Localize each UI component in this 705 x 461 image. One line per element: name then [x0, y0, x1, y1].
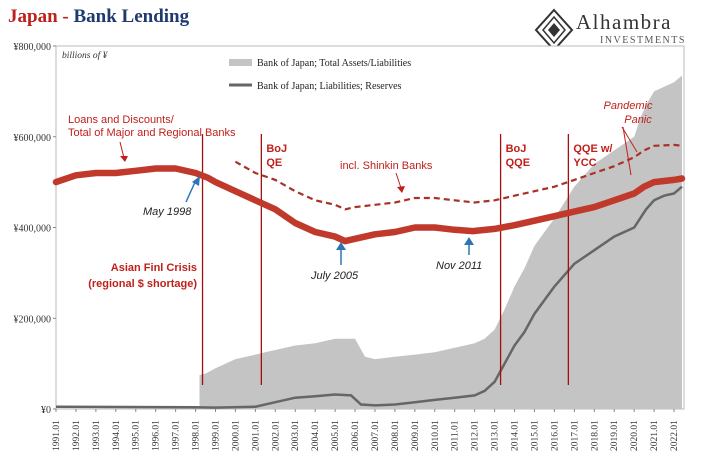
x-tick-label-5: 1996.01	[152, 420, 162, 451]
annotation-crisis-line2: (regional $ shortage)	[88, 278, 197, 290]
x-tick-label-27: 2018.01	[590, 420, 600, 451]
y-tick-label-2: ¥400,000	[14, 224, 52, 235]
annotation-shinkin-arrow	[395, 172, 402, 189]
x-tick-label-1: 1992.01	[72, 420, 82, 451]
title-bank-lending: Bank Lending	[73, 6, 190, 27]
annotation-shinkin-arrowhead	[397, 186, 405, 193]
alhambra-logo: Alhambra INVESTMENTS	[534, 8, 699, 52]
x-tick-label-21: 2012.01	[471, 420, 481, 451]
annotation-shinkin: incl. Shinkin Banks	[340, 160, 433, 172]
annotation-may-1998: May 1998	[143, 206, 192, 218]
y-tick-label-4: ¥800,000	[14, 42, 52, 53]
x-tick-label-16: 2007.01	[371, 420, 381, 451]
title-japan: Japan	[8, 6, 58, 27]
x-tick-label-17: 2008.01	[391, 420, 401, 451]
event-label-3-line1: QQE w/	[573, 143, 612, 155]
x-tick-label-2: 1993.01	[92, 420, 102, 451]
x-tick-label-6: 1997.01	[172, 420, 182, 451]
annotation-crisis-line1: Asian Finl Crisis	[111, 262, 197, 274]
legend-label-reserves: Bank of Japan; Liabilities; Reserves	[257, 81, 402, 92]
unit-label: billions of ¥	[62, 50, 109, 61]
event-label-1-line2: QE	[266, 157, 282, 169]
x-tick-label-19: 2010.01	[431, 420, 441, 451]
chart-title: Japan - Bank Lending	[8, 6, 189, 28]
annotation-july-2005-arrowhead	[336, 242, 346, 250]
legend-label-total-assets: Bank of Japan; Total Assets/Liabilities	[257, 58, 411, 69]
x-tick-label-29: 2020.01	[630, 420, 640, 451]
x-tick-label-10: 2001.01	[251, 420, 261, 451]
x-tick-label-26: 2017.01	[570, 420, 580, 451]
x-tick-label-23: 2014.01	[511, 420, 521, 451]
x-tick-label-4: 1995.01	[132, 420, 142, 451]
x-tick-label-9: 2000.01	[231, 420, 241, 451]
annotation-july-2005: July 2005	[310, 270, 359, 282]
y-tick-label-0: ¥0	[41, 405, 51, 416]
x-tick-label-7: 1998.01	[192, 420, 202, 451]
annotation-may-1998-arrowhead	[192, 176, 200, 186]
annotation-pandemic-arrow-1	[621, 126, 638, 153]
x-tick-label-30: 2021.01	[650, 420, 660, 451]
series-loans-line	[52, 165, 686, 245]
event-label-2-line1: BoJ	[506, 143, 527, 155]
annotation-pandemic-line1: Pandemic	[604, 100, 653, 112]
y-tick-label-3: ¥600,000	[14, 133, 52, 144]
title-separator: -	[57, 6, 74, 27]
annotation-loans-line1: Loans and Discounts/	[68, 114, 175, 126]
x-tick-label-11: 2002.01	[271, 420, 281, 451]
annotation-may-1998-arrow	[185, 179, 197, 203]
x-tick-label-0: 1991.01	[52, 420, 62, 451]
y-tick-label-1: ¥200,000	[14, 314, 52, 325]
x-tick-label-25: 2016.01	[550, 420, 560, 451]
x-tick-label-3: 1994.01	[112, 420, 122, 451]
annotation-pandemic-line2: Panic	[624, 114, 652, 126]
x-tick-label-28: 2019.01	[610, 420, 620, 451]
annotation-loans-arrowhead	[120, 156, 128, 162]
x-tick-label-20: 2011.01	[451, 420, 461, 451]
annotation-loans-line2: Total of Major and Regional Banks	[68, 127, 236, 139]
x-tick-label-15: 2006.01	[351, 420, 361, 451]
brand-name: Alhambra	[576, 10, 672, 34]
x-tick-label-31: 2022.01	[670, 420, 680, 451]
annotation-loans-arrow	[119, 141, 125, 159]
series-shinkin-dashed-line	[234, 143, 683, 211]
event-label-2-line2: QQE	[506, 157, 530, 169]
legend-swatch-total-assets	[229, 59, 252, 66]
series-reserves-line	[55, 185, 683, 409]
x-tick-label-12: 2003.01	[291, 420, 301, 451]
annotation-pandemic-arrow-2	[622, 126, 632, 176]
annotation-nov-2011-arrowhead	[464, 237, 474, 245]
x-tick-label-13: 2004.01	[311, 420, 321, 451]
x-tick-label-18: 2009.01	[411, 420, 421, 451]
event-label-3-line2: YCC	[573, 157, 596, 169]
x-tick-label-22: 2013.01	[491, 420, 501, 451]
x-tick-label-14: 2005.01	[331, 420, 341, 451]
event-label-1-line1: BoJ	[266, 143, 287, 155]
x-tick-label-24: 2015.01	[531, 420, 541, 451]
brand-tagline: INVESTMENTS	[600, 35, 686, 46]
x-tick-label-8: 1999.01	[212, 420, 222, 451]
annotation-nov-2011: Nov 2011	[436, 260, 482, 272]
series-total-assets-area	[199, 75, 682, 409]
